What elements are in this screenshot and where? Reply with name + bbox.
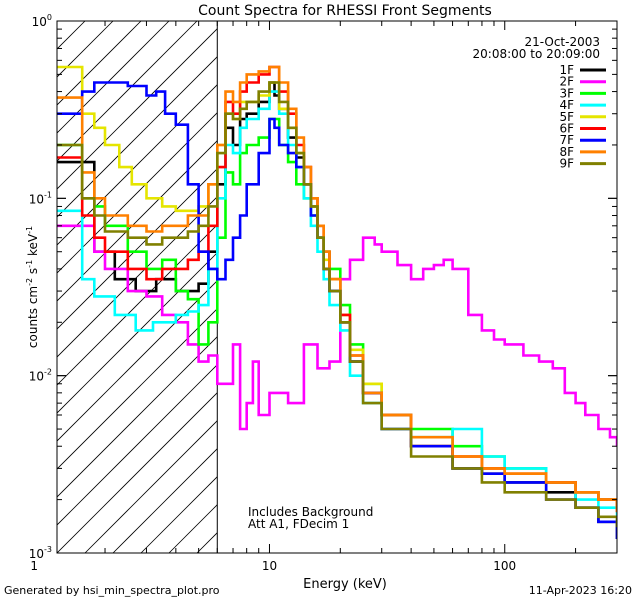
y-axis-label-exp1: -2 — [25, 278, 34, 286]
series-6f — [57, 67, 617, 512]
hatch-line — [0, 21, 85, 553]
footer-generator: Generated by hsi_min_spectra_plot.pro — [4, 584, 220, 597]
series-7f — [57, 83, 617, 540]
y-tick-label: 10-1 — [29, 190, 52, 206]
y-tick-label: 10-2 — [29, 368, 52, 384]
x-tick-label: 1 — [30, 559, 38, 573]
y-axis-label: counts cm-2 s-1 keV-1 — [25, 226, 40, 348]
spectra-chart: Count Spectra for RHESSI Front Segments … — [0, 0, 640, 600]
x-tick-labels: 1 10 100 — [30, 559, 516, 573]
x-tick-label: 100 — [493, 559, 516, 573]
y-axis-label-exp2: -1 — [25, 260, 34, 268]
y-axis-label-mid: s — [26, 268, 40, 278]
series-4f — [57, 92, 617, 522]
hatch-line — [0, 21, 393, 553]
series-1f — [57, 83, 617, 540]
chart-title: Count Spectra for RHESSI Front Segments — [198, 3, 492, 19]
y-axis-label-exp3: -1 — [25, 226, 34, 234]
time-range-label: 20:08:00 to 20:09:00 — [473, 47, 600, 61]
series-layer — [57, 67, 617, 539]
legend-label-9f: 9F — [559, 157, 574, 171]
series-8f — [57, 67, 617, 512]
y-tick-label: 100 — [32, 13, 52, 29]
x-axis-label: Energy (keV) — [303, 577, 387, 592]
y-axis-label-base: counts cm — [26, 286, 40, 348]
series-3f — [57, 119, 617, 508]
x-tick-label: 10 — [262, 559, 277, 573]
annotation-attenuator: Att A1, FDecim 1 — [248, 517, 349, 531]
y-axis-label-tail: keV — [26, 233, 40, 260]
footer-timestamp: 11-Apr-2023 16:20 — [529, 584, 632, 597]
